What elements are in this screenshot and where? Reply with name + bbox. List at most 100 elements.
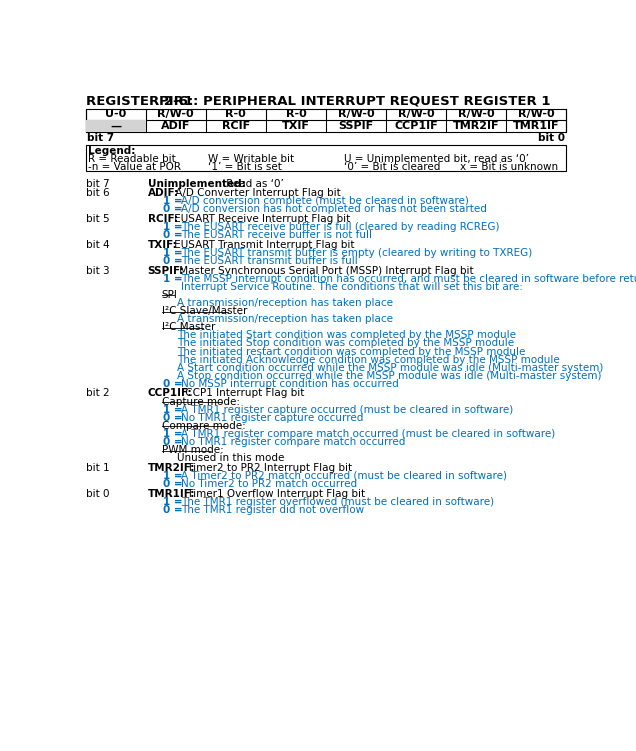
Text: The MSSP interrupt condition has occurred, and must be cleared in software befor: The MSSP interrupt condition has occurre… — [181, 274, 636, 284]
Text: EUSART Receive Interrupt Flag bit: EUSART Receive Interrupt Flag bit — [171, 214, 350, 224]
Text: R-0: R-0 — [226, 110, 246, 119]
Bar — [86, 120, 146, 132]
Text: R = Readable bit: R = Readable bit — [88, 154, 176, 164]
Text: W = Writable bit: W = Writable bit — [208, 154, 294, 164]
Text: RCIF:: RCIF: — [148, 214, 178, 224]
Text: Timer2 to PR2 Interrupt Flag bit: Timer2 to PR2 Interrupt Flag bit — [184, 463, 352, 473]
Text: No Timer2 to PR2 match occurred: No Timer2 to PR2 match occurred — [181, 479, 357, 489]
Text: Timer1 Overflow Interrupt Flag bit: Timer1 Overflow Interrupt Flag bit — [184, 489, 366, 499]
Text: The initiated Stop condition was completed by the MSSP module: The initiated Stop condition was complet… — [177, 339, 515, 348]
Text: 0 =: 0 = — [163, 256, 186, 266]
Text: 0 =: 0 = — [163, 413, 186, 423]
Text: 0 =: 0 = — [163, 479, 186, 489]
Text: A TMR1 register compare match occurred (must be cleared in software): A TMR1 register compare match occurred (… — [181, 429, 555, 439]
Text: Legend:: Legend: — [88, 146, 135, 156]
Text: 0 =: 0 = — [163, 231, 186, 240]
Text: R/W-0: R/W-0 — [398, 110, 434, 119]
Text: 1 =: 1 = — [163, 196, 186, 207]
Text: TMR1IF:: TMR1IF: — [148, 489, 195, 499]
Text: 1 =: 1 = — [163, 405, 186, 415]
Text: PIR1: PERIPHERAL INTERRUPT REQUEST REGISTER 1: PIR1: PERIPHERAL INTERRUPT REQUEST REGIS… — [160, 95, 551, 107]
Text: R/W-0: R/W-0 — [158, 110, 194, 119]
Text: SSPIF:: SSPIF: — [148, 266, 184, 276]
Text: I²C Master: I²C Master — [162, 322, 215, 332]
Text: 1 =: 1 = — [163, 496, 186, 507]
Text: 1 =: 1 = — [163, 471, 186, 481]
Text: bit 5: bit 5 — [86, 214, 109, 224]
Text: 1 =: 1 = — [163, 429, 186, 439]
Text: R-0: R-0 — [286, 110, 307, 119]
Text: Read as ‘0’: Read as ‘0’ — [223, 179, 284, 189]
Text: TMR2IF: TMR2IF — [453, 122, 499, 131]
Text: The initiated restart condition was completed by the MSSP module: The initiated restart condition was comp… — [177, 346, 525, 357]
Text: A transmission/reception has taken place: A transmission/reception has taken place — [177, 298, 393, 308]
Text: No TMR1 register compare match occurred: No TMR1 register compare match occurred — [181, 437, 406, 447]
Text: 1 =: 1 = — [163, 222, 186, 232]
Text: bit 7: bit 7 — [86, 179, 109, 189]
Text: Interrupt Service Routine. The conditions that will set this bit are:: Interrupt Service Routine. The condition… — [181, 282, 523, 292]
Text: Compare mode:: Compare mode: — [162, 421, 245, 431]
Text: No TMR1 register capture occurred: No TMR1 register capture occurred — [181, 413, 364, 423]
Bar — [86, 109, 566, 132]
Text: I²C Slave/Master: I²C Slave/Master — [162, 306, 247, 316]
Text: SPI: SPI — [162, 290, 177, 300]
Text: ‘1’ = Bit is set: ‘1’ = Bit is set — [208, 162, 282, 173]
Text: ADIF:: ADIF: — [148, 189, 179, 198]
Text: Unused in this mode: Unused in this mode — [177, 453, 284, 463]
Text: The TMR1 register overflowed (must be cleared in software): The TMR1 register overflowed (must be cl… — [181, 496, 494, 507]
Text: x = Bit is unknown: x = Bit is unknown — [460, 162, 558, 173]
Text: TXIF: TXIF — [282, 122, 310, 131]
Text: 0 =: 0 = — [163, 379, 186, 389]
Text: The EUSART receive buffer is full (cleared by reading RCREG): The EUSART receive buffer is full (clear… — [181, 222, 500, 232]
Text: A transmission/reception has taken place: A transmission/reception has taken place — [177, 314, 393, 324]
Text: R/W-0: R/W-0 — [518, 110, 555, 119]
Text: 0 =: 0 = — [163, 505, 186, 514]
Text: 0 =: 0 = — [163, 204, 186, 215]
Text: A Stop condition occurred while the MSSP module was idle (Multi-master system): A Stop condition occurred while the MSSP… — [177, 371, 602, 381]
Text: EUSART Transmit Interrupt Flag bit: EUSART Transmit Interrupt Flag bit — [170, 240, 354, 250]
Text: TMR1IF: TMR1IF — [513, 122, 560, 131]
Text: A Start condition occurred while the MSSP module was idle (Multi-master system): A Start condition occurred while the MSS… — [177, 363, 604, 372]
Text: The EUSART transmit buffer is empty (cleared by writing to TXREG): The EUSART transmit buffer is empty (cle… — [181, 248, 532, 258]
Text: —: — — [110, 122, 121, 131]
Text: A/D conversion has not completed or has not been started: A/D conversion has not completed or has … — [181, 204, 487, 215]
Text: CCP1IF:: CCP1IF: — [148, 388, 192, 399]
Text: The initiated Acknowledge condition was completed by the MSSP module: The initiated Acknowledge condition was … — [177, 354, 560, 365]
Text: bit 0: bit 0 — [537, 133, 565, 143]
Text: 1 =: 1 = — [163, 274, 186, 284]
Text: ‘0’ = Bit is cleared: ‘0’ = Bit is cleared — [344, 162, 440, 173]
Text: U = Unimplemented bit, read as ‘0’: U = Unimplemented bit, read as ‘0’ — [344, 154, 529, 164]
Text: bit 3: bit 3 — [86, 266, 109, 276]
Text: The TMR1 register did not overflow: The TMR1 register did not overflow — [181, 505, 364, 514]
Text: The initiated Start condition was completed by the MSSP module: The initiated Start condition was comple… — [177, 330, 516, 340]
Text: R/W-0: R/W-0 — [338, 110, 375, 119]
Text: bit 6: bit 6 — [86, 189, 109, 198]
Text: RCIF: RCIF — [222, 122, 250, 131]
Text: bit 2: bit 2 — [86, 388, 109, 399]
Text: Master Synchronous Serial Port (MSSP) Interrupt Flag bit: Master Synchronous Serial Port (MSSP) In… — [176, 266, 474, 276]
Text: No MSSP interrupt condition has occurred: No MSSP interrupt condition has occurred — [181, 379, 399, 389]
Text: 1 =: 1 = — [163, 248, 186, 258]
Text: A TMR1 register capture occurred (must be cleared in software): A TMR1 register capture occurred (must b… — [181, 405, 513, 415]
Text: The EUSART transmit buffer is full: The EUSART transmit buffer is full — [181, 256, 358, 266]
Bar — [86, 145, 566, 171]
Text: U-0: U-0 — [105, 110, 127, 119]
Text: TMR2IF:: TMR2IF: — [148, 463, 195, 473]
Text: bit 0: bit 0 — [86, 489, 109, 499]
Text: Capture mode:: Capture mode: — [162, 397, 240, 406]
Text: bit 4: bit 4 — [86, 240, 109, 250]
Text: 0 =: 0 = — [163, 437, 186, 447]
Text: A Timer2 to PR2 match occurred (must be cleared in software): A Timer2 to PR2 match occurred (must be … — [181, 471, 508, 481]
Text: bit 7: bit 7 — [87, 133, 114, 143]
Text: Unimplemented:: Unimplemented: — [148, 179, 245, 189]
Text: PWM mode:: PWM mode: — [162, 445, 223, 455]
Text: ADIF: ADIF — [161, 122, 190, 131]
Text: CCP1 Interrupt Flag bit: CCP1 Interrupt Flag bit — [183, 388, 305, 399]
Text: CCP1IF: CCP1IF — [394, 122, 438, 131]
Text: REGISTER 2-6:: REGISTER 2-6: — [86, 95, 193, 107]
Text: A/D conversion complete (must be cleared in software): A/D conversion complete (must be cleared… — [181, 196, 469, 207]
Text: bit 1: bit 1 — [86, 463, 109, 473]
Text: -n = Value at POR: -n = Value at POR — [88, 162, 181, 173]
Text: SSPIF: SSPIF — [338, 122, 373, 131]
Text: The EUSART receive buffer is not full: The EUSART receive buffer is not full — [181, 231, 372, 240]
